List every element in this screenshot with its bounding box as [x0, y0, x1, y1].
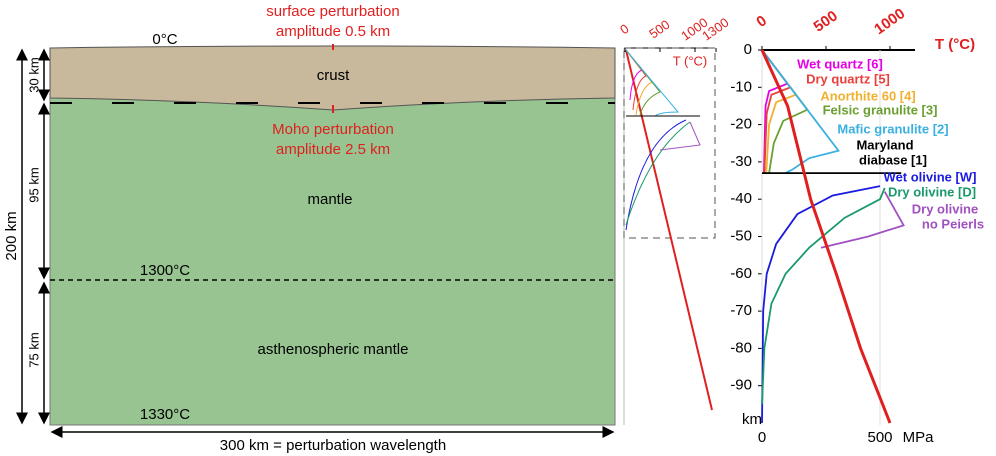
curve-label: Dry olivine [D]	[888, 184, 976, 199]
depth-tick-label: 0	[744, 41, 752, 58]
strength-curve	[761, 185, 881, 424]
curve-label: Dry olivine	[912, 201, 978, 216]
temperature-tick-label: 1000	[871, 5, 908, 38]
surface-label: surface perturbation	[266, 3, 399, 20]
curve-label: Felsic granulite [3]	[823, 102, 938, 117]
inset-geotherm	[625, 49, 713, 411]
depth-tick-label: -20	[730, 116, 752, 133]
stress-tick-label: 0	[758, 429, 766, 446]
depth-tick-label: -30	[730, 153, 752, 170]
depth-label: 75 km	[26, 332, 41, 367]
curve-label: diabase [1]	[859, 152, 927, 167]
surface-label: amplitude 0.5 km	[276, 23, 390, 40]
strength-curve	[761, 49, 841, 174]
temp-label: 0°C	[152, 31, 177, 48]
curve-label: no Peierls	[922, 216, 984, 231]
width-label: 300 km = perturbation wavelength	[220, 437, 446, 454]
temperature-tick-label: 0	[753, 12, 770, 31]
depth-tick-label: -80	[730, 339, 752, 356]
strength-curve	[761, 187, 886, 405]
curve-label: Mafic granulite [2]	[837, 121, 948, 136]
depth-label: 95 km	[26, 167, 41, 202]
asthenosphere-label: asthenospheric mantle	[258, 341, 409, 358]
temp-label: 1300°C	[140, 262, 190, 279]
depth-tick-label: -70	[730, 302, 752, 319]
curve-label: Wet olivine [W]	[884, 169, 977, 184]
moho-label: Moho perturbation	[272, 121, 394, 138]
temperature-axis-label: T (°C)	[935, 36, 975, 53]
crust-label: crust	[317, 67, 350, 84]
inset-tick-label: 500	[646, 17, 672, 42]
stress-tick-label: 500	[867, 429, 892, 446]
curve-label: Dry quartz [5]	[806, 71, 890, 86]
inset-box	[623, 47, 716, 239]
depth-tick-label: -90	[730, 377, 752, 394]
depth-tick-label: -40	[730, 190, 752, 207]
geotherm	[760, 49, 892, 424]
strength-curve	[820, 191, 905, 249]
mantle-label: mantle	[307, 191, 352, 208]
temp-label: 1330°C	[140, 406, 190, 423]
curve-label: Maryland	[856, 137, 913, 152]
curve-label: Anorthite 60 [4]	[820, 88, 915, 103]
inset-axis-label: T (°C)	[673, 53, 708, 68]
depth-tick-label: -10	[730, 78, 752, 95]
depth-unit: km	[742, 411, 762, 428]
curve-label: Wet quartz [6]	[797, 56, 883, 71]
depth-label: 200 km	[3, 211, 20, 260]
depth-label: 30 km	[26, 57, 41, 92]
crust-layer	[49, 45, 616, 111]
depth-tick-label: -60	[730, 265, 752, 282]
stress-unit: MPa	[903, 429, 935, 446]
temperature-tick-label: 500	[811, 7, 841, 35]
inset-curves	[625, 49, 701, 231]
depth-tick-label: -50	[730, 227, 752, 244]
inset-tick-label: 0	[617, 21, 632, 37]
moho-label: amplitude 2.5 km	[276, 141, 390, 158]
